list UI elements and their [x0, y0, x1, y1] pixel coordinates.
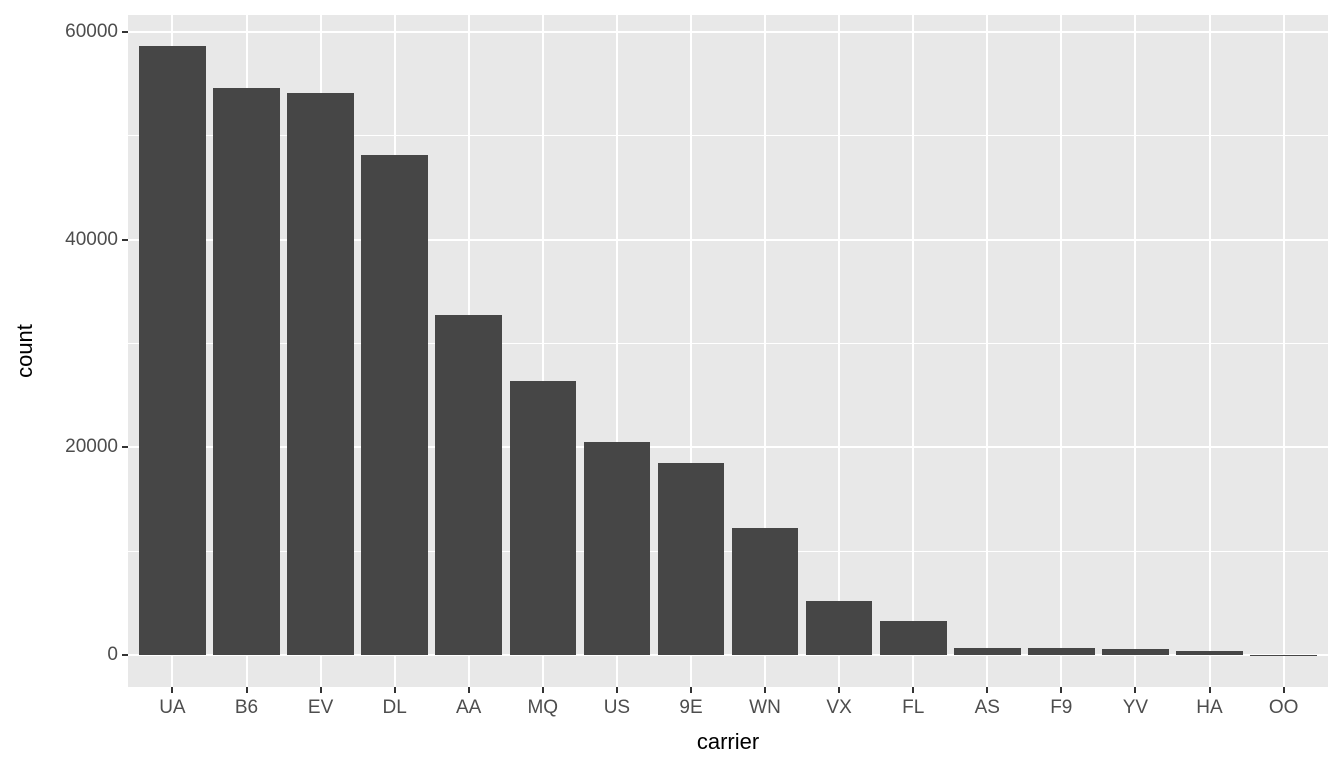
x-tick-label-WN: WN [749, 697, 781, 718]
y-tick-label: 20000 [65, 436, 118, 458]
x-tick-label-OO: OO [1268, 697, 1299, 718]
x-tick-mark [393, 687, 396, 693]
bar-US [583, 441, 651, 655]
x-tick-mark [319, 687, 322, 693]
y-tick-label: 60000 [65, 21, 118, 42]
bar-EV [287, 92, 354, 655]
x-tick-mark [1282, 687, 1285, 693]
x-tick-label-HA: HA [1196, 697, 1223, 718]
x-tick-mark [541, 687, 544, 693]
x-axis-title: carrier [696, 729, 760, 754]
x-tick-mark [838, 687, 841, 693]
x-tick-label-F9: F9 [1050, 697, 1073, 718]
bar-F9 [1028, 647, 1095, 655]
bar-AS [953, 647, 1021, 655]
x-tick-mark [615, 687, 618, 693]
x-tick-label-VX: VX [826, 697, 852, 718]
x-tick-mark [690, 687, 692, 693]
x-tick-mark [1060, 687, 1063, 693]
major-gridline-vertical [764, 15, 766, 687]
major-gridline [128, 31, 1328, 33]
x-tick-label-UA: UA [159, 697, 186, 718]
bar-VX [805, 601, 873, 655]
x-tick-label-MQ: MQ [527, 697, 559, 718]
chart-panel [128, 15, 1328, 687]
major-gridline [128, 446, 1328, 449]
minor-gridline [128, 343, 1328, 344]
x-tick-label-9E: 9E [679, 697, 703, 718]
x-tick-label-US: US [603, 697, 631, 718]
bar-WN [731, 527, 799, 655]
x-tick-mark [1208, 687, 1211, 693]
bar-AA [435, 315, 503, 655]
x-tick-label-B6: B6 [234, 697, 259, 718]
x-tick-label-DL: DL [382, 697, 407, 718]
major-gridline-vertical [541, 15, 544, 687]
x-tick-mark [1134, 687, 1137, 693]
major-gridline [128, 238, 1328, 241]
major-gridline-vertical [1208, 15, 1211, 687]
bar-DL [361, 155, 428, 655]
x-tick-label-AS: AS [974, 697, 1000, 718]
x-tick-mark [764, 687, 766, 693]
x-tick-mark [912, 687, 915, 693]
y-tick-mark [122, 446, 128, 449]
bar-FL [879, 621, 947, 655]
y-tick-label: 40000 [65, 228, 118, 250]
x-tick-label-AA: AA [456, 697, 482, 718]
major-gridline-vertical [838, 15, 841, 687]
bar-B6 [213, 87, 280, 655]
major-gridline-vertical [1060, 15, 1063, 687]
major-gridline-vertical [986, 15, 989, 687]
major-gridline-vertical [1282, 15, 1285, 687]
major-gridline-vertical [690, 15, 692, 687]
major-gridline-vertical [1134, 15, 1137, 687]
x-tick-mark [986, 687, 989, 693]
x-tick-label-EV: EV [307, 697, 334, 718]
major-gridline-vertical [615, 15, 618, 687]
x-tick-mark [245, 687, 248, 693]
major-gridline-vertical [912, 15, 915, 687]
y-tick-label: 0 [107, 644, 118, 665]
x-tick-label-FL: FL [902, 697, 925, 718]
minor-gridline [128, 550, 1328, 552]
y-tick-mark [122, 31, 128, 33]
x-tick-label-YV: YV [1122, 697, 1149, 718]
y-axis-title: count [12, 324, 37, 378]
y-tick-mark [122, 654, 128, 656]
bar-YV [1102, 648, 1169, 655]
bar-MQ [509, 380, 577, 655]
bar-9E [657, 463, 725, 655]
x-tick-mark [171, 687, 174, 693]
bar-HA [1176, 651, 1243, 655]
y-tick-mark [122, 238, 128, 241]
bar-UA [139, 45, 206, 655]
x-tick-mark [467, 687, 470, 693]
major-gridline [128, 654, 1328, 656]
minor-gridline [128, 135, 1328, 137]
